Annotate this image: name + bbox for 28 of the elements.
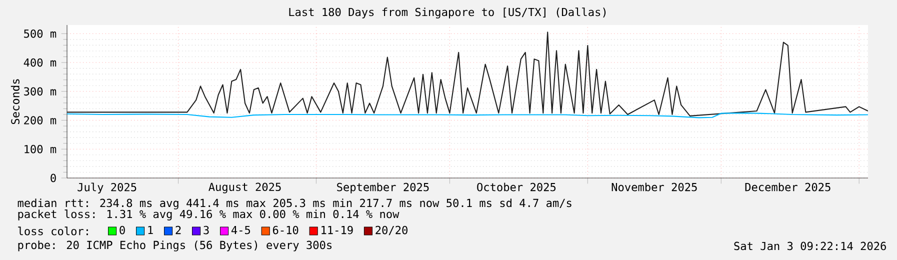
y-tick-label: 300 m [24, 87, 56, 96]
legend-label: 6-10 [272, 226, 298, 234]
text: packet loss: 1.31 % avg 49.16 % max 0.00 % min 0.14 % now [18, 210, 400, 220]
legend-label: 1 [148, 226, 153, 234]
chart-title: Last 180 Days from Singapore to [US/TX] (Dallas) [289, 8, 606, 18]
x-tick-label: August 2025 [208, 182, 281, 194]
x-tick-label: September 2025 [337, 182, 429, 194]
x-tick-label: July 2025 [78, 182, 136, 194]
legend-label: 2 [176, 226, 181, 234]
text: median rtt: 234.8 ms avg 441.4 ms max 205.3 ms min 217.7 ms now 50.1 ms sd 4.7 am/s [18, 198, 572, 210]
y-tick-label: 400 m [24, 58, 56, 67]
x-tick-label: October 2025 [477, 182, 556, 192]
legend-label: 4-5 [231, 226, 250, 234]
y-tick-label: 100 m [24, 144, 56, 154]
y-tick-label: 500 m [24, 29, 56, 38]
legend-label: 11-19 [322, 226, 353, 234]
y-tick-label: 0 [50, 174, 56, 182]
legend-label: 20/20 [376, 226, 408, 236]
text: probe: 20 ICMP Echo Pings (56 Bytes) every 300s [18, 240, 332, 252]
legend-label: 0 [120, 226, 125, 234]
line-series [67, 32, 868, 116]
x-tick-label: December 2025 [745, 182, 830, 192]
legend-label: 3 [204, 226, 209, 234]
text: Sat Jan 3 09:22:14 2026 [734, 242, 886, 250]
y-axis-title: Seconds [10, 79, 20, 124]
legend-title: loss color: [18, 226, 88, 236]
y-tick-label: 200 m [24, 116, 56, 124]
x-tick-label: November 2025 [612, 182, 697, 192]
